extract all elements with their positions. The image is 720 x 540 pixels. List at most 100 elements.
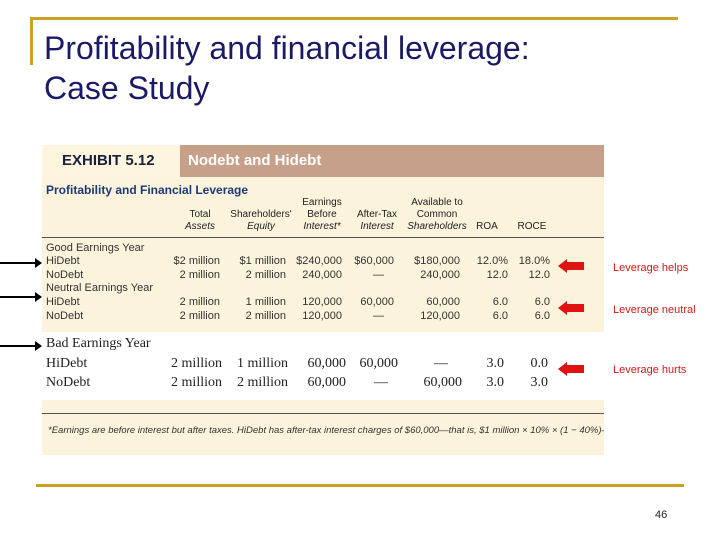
pointer-arrow-good bbox=[0, 258, 42, 268]
section-label-bad: Bad Earnings Year bbox=[46, 336, 151, 351]
col-header-line2 bbox=[512, 209, 552, 221]
exhibit-name: Nodebt and Hidebt bbox=[188, 152, 322, 169]
exhibit-table: EXHIBIT 5.12 Nodebt and Hidebt Profitabi… bbox=[42, 145, 604, 455]
col-header-line1 bbox=[512, 197, 552, 209]
cell-value: 2 million bbox=[179, 269, 220, 281]
annotation-leverage-neutral: Leverage neutral bbox=[613, 304, 696, 316]
col-header-line3: Shareholders bbox=[407, 221, 467, 232]
cell-value: 6.0 bbox=[534, 296, 550, 308]
exhibit-tag-label: EXHIBIT 5.12 bbox=[62, 152, 155, 169]
red-arrow-left-icon bbox=[558, 301, 584, 315]
cell-value: 12.0 bbox=[486, 269, 508, 281]
cell-value: 18.0% bbox=[518, 255, 550, 267]
cell-value: 2 million bbox=[179, 310, 220, 322]
exhibit-tag: EXHIBIT 5.12 bbox=[42, 145, 180, 177]
cell-value: 6.0 bbox=[492, 310, 508, 322]
cell-value: 1 million bbox=[237, 356, 288, 371]
col-header-line3: Interest* bbox=[303, 221, 341, 232]
col-header-line2: Before bbox=[307, 209, 337, 220]
row-name: NoDebt bbox=[46, 269, 84, 281]
cell-value: 12.0% bbox=[476, 255, 508, 267]
col-header-line2 bbox=[472, 209, 502, 221]
cell-value: 1 million bbox=[245, 296, 286, 308]
row-name: HiDebt bbox=[46, 296, 80, 308]
col-header-line3: ROCE bbox=[517, 221, 547, 232]
cell-value: 240,000 bbox=[420, 269, 460, 281]
cell-value: 3.0 bbox=[530, 375, 549, 390]
row-name: NoDebt bbox=[46, 375, 91, 390]
footnote-divider bbox=[42, 413, 604, 414]
red-arrow-left-icon bbox=[558, 259, 584, 273]
cell-value: 2 million bbox=[245, 310, 286, 322]
col-header-total-assets: Total Assets bbox=[170, 197, 230, 233]
page-number: 46 bbox=[655, 509, 668, 521]
annotation-leverage-helps: Leverage helps bbox=[613, 262, 689, 274]
section-label-good: Good Earnings Year bbox=[46, 242, 145, 254]
cell-value: $240,000 bbox=[296, 255, 342, 267]
annotation-leverage-hurts: Leverage hurts bbox=[613, 364, 687, 376]
col-header-line1: Available to bbox=[411, 197, 463, 208]
slide-title-line-2: Case Study bbox=[44, 70, 210, 106]
pointer-arrow-neutral bbox=[0, 292, 42, 302]
col-header-line2: After-Tax bbox=[356, 209, 397, 220]
cell-value: 0.0 bbox=[530, 356, 549, 371]
cell-value: 60,000 bbox=[359, 356, 399, 371]
col-header-line3: Assets bbox=[184, 221, 215, 232]
cell-value: — bbox=[374, 375, 388, 390]
cell-value: 3.0 bbox=[486, 375, 505, 390]
cell-value: 2 million bbox=[245, 269, 286, 281]
col-header-ebi: Earnings Before Interest* bbox=[294, 197, 350, 233]
col-header-roce: ROCE bbox=[512, 197, 552, 233]
col-header-roa: ROA bbox=[472, 197, 502, 233]
col-header-interest: After-Tax Interest bbox=[352, 197, 402, 233]
cell-value: 6.0 bbox=[534, 310, 550, 322]
frame-vertical-rule bbox=[30, 17, 33, 65]
col-header-line2: Shareholders' bbox=[230, 209, 292, 220]
col-header-available: Available to Common Shareholders bbox=[404, 197, 470, 233]
cell-value: $180,000 bbox=[414, 255, 460, 267]
cell-value: $1 million bbox=[239, 255, 286, 267]
col-header-equity: Shareholders' Equity bbox=[228, 197, 294, 233]
cell-value: 2 million bbox=[171, 375, 222, 390]
cell-value: $60,000 bbox=[354, 255, 394, 267]
cell-value: — bbox=[373, 269, 384, 281]
row-name: HiDebt bbox=[46, 255, 80, 267]
col-header-line1: Earnings bbox=[302, 197, 342, 208]
col-header-line1 bbox=[472, 197, 502, 209]
bad-year-band bbox=[42, 332, 604, 400]
cell-value: 2 million bbox=[171, 356, 222, 371]
cell-value: 6.0 bbox=[492, 296, 508, 308]
cell-value: 120,000 bbox=[420, 310, 460, 322]
row-name: HiDebt bbox=[46, 356, 88, 371]
cell-value: 3.0 bbox=[486, 356, 505, 371]
col-header-line1 bbox=[352, 197, 402, 209]
cell-value: 12.0 bbox=[528, 269, 550, 281]
section-label-neutral: Neutral Earnings Year bbox=[46, 282, 154, 294]
cell-value: — bbox=[373, 310, 384, 322]
exhibit-subtitle: Profitability and Financial Leverage bbox=[46, 183, 249, 197]
col-header-line3: Equity bbox=[247, 221, 275, 232]
cell-value: 60,000 bbox=[360, 296, 394, 308]
cell-value: 60,000 bbox=[426, 296, 460, 308]
col-header-line1 bbox=[170, 197, 230, 209]
slide-title: Profitability and financial leverage: Ca… bbox=[44, 28, 644, 108]
exhibit-footnote: *Earnings are before interest but after … bbox=[48, 425, 604, 436]
col-header-line2: Total bbox=[189, 209, 211, 220]
col-header-line1 bbox=[228, 197, 294, 209]
col-header-line3: ROA bbox=[476, 221, 498, 232]
cell-value: 240,000 bbox=[302, 269, 342, 281]
cell-value: 60,000 bbox=[307, 356, 347, 371]
header-divider bbox=[42, 237, 604, 238]
row-name: NoDebt bbox=[46, 310, 84, 322]
col-header-line2: Common bbox=[416, 209, 458, 220]
slide-title-line-1: Profitability and financial leverage: bbox=[44, 30, 530, 66]
cell-value: 120,000 bbox=[302, 296, 342, 308]
cell-value: — bbox=[434, 356, 448, 371]
col-header-line3: Interest bbox=[360, 221, 394, 232]
cell-value: $2 million bbox=[173, 255, 220, 267]
frame-top-rule bbox=[30, 17, 678, 20]
frame-bottom-rule bbox=[36, 484, 684, 487]
pointer-arrow-bad bbox=[0, 341, 42, 351]
cell-value: 2 million bbox=[237, 375, 288, 390]
red-arrow-left-icon bbox=[558, 362, 584, 376]
